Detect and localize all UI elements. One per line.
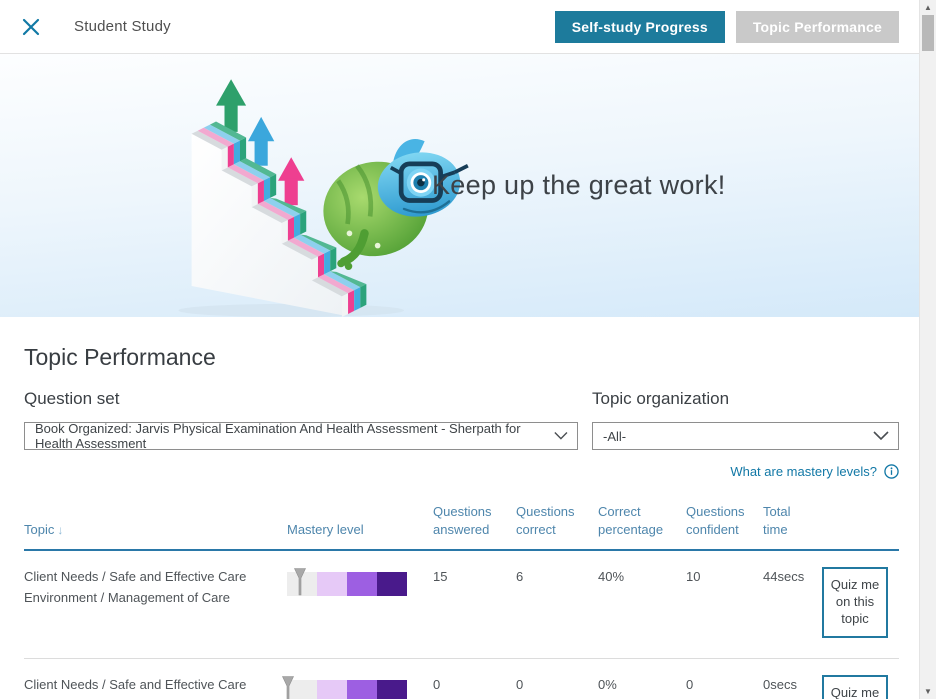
self-study-progress-button[interactable]: Self-study Progress <box>554 10 725 43</box>
quiz-me-button[interactable]: Quiz me on this topic <box>822 674 888 699</box>
questions-answered-value: 15 <box>433 569 448 585</box>
scroll-up-icon[interactable]: ▲ <box>924 3 932 12</box>
topic-performance-table: Topic ↓ Mastery level Questions answered … <box>24 503 899 699</box>
questions-correct-value: 0 <box>516 676 524 692</box>
table-header: Topic ↓ Mastery level Questions answered … <box>24 503 899 552</box>
chameleon <box>323 138 469 257</box>
shadow <box>178 303 404 317</box>
scrollbar-thumb[interactable] <box>922 15 934 51</box>
section-title: Topic Performance <box>24 344 216 370</box>
col-topic[interactable]: Topic ↓ <box>24 521 64 537</box>
quiz-me-button[interactable]: Quiz me on this topic <box>822 567 888 638</box>
topic-organization-label: Topic organization <box>592 389 730 408</box>
col-confident: Questions confident <box>686 504 745 537</box>
banner-message: Keep up the great work! <box>432 170 726 200</box>
mastery-level-bar <box>287 568 407 597</box>
topic-performance-section: Topic Performance Question set Book Orga… <box>0 344 919 699</box>
window-title: Student Study <box>74 18 171 35</box>
topic-name: Client Needs / Safe and Effective Care E… <box>24 569 247 605</box>
progress-stairs-illustration <box>178 79 469 317</box>
staircase <box>191 121 367 317</box>
mastery-pin-icon <box>294 568 307 596</box>
correct-percentage-value: 40% <box>598 569 625 585</box>
question-set-value: Book Organized: Jarvis Physical Examinat… <box>35 421 521 451</box>
info-icon[interactable] <box>884 464 899 479</box>
total-time-value: 44secs <box>763 569 805 585</box>
col-mastery: Mastery level <box>287 521 364 537</box>
topic-name: Client Needs / Safe and Effective Care E… <box>24 676 247 699</box>
chevron-down-icon <box>873 431 889 441</box>
view-toggle: Self-study Progress Topic Performance <box>554 10 899 43</box>
close-icon[interactable] <box>22 17 42 37</box>
chameleon-leg <box>337 229 369 271</box>
chevron-down-icon <box>554 432 568 440</box>
scroll-down-icon[interactable]: ▼ <box>924 687 932 696</box>
topic-organization-select[interactable]: -All- <box>592 422 899 450</box>
col-answered: Questions answered <box>433 504 492 537</box>
questions-answered-value: 0 <box>433 676 441 692</box>
top-bar: Student Study Self-study Progress Topic … <box>0 0 919 54</box>
correct-percentage-value: 0% <box>598 676 617 692</box>
col-time: Total time <box>763 504 791 537</box>
mastery-level-bar <box>282 675 407 699</box>
col-percentage: Correct percentage <box>598 504 664 537</box>
mastery-pin-icon <box>282 675 295 699</box>
vertical-scrollbar[interactable]: ▲ ▼ <box>919 0 936 699</box>
glasses <box>389 161 469 203</box>
mastery-levels-link[interactable]: What are mastery levels? <box>730 464 877 479</box>
topic-performance-button[interactable]: Topic Performance <box>735 10 899 43</box>
questions-confident-value: 0 <box>686 676 694 692</box>
sort-desc-icon: ↓ <box>57 522 64 537</box>
questions-confident-value: 10 <box>686 569 701 585</box>
table-row: Client Needs / Safe and Effective Care E… <box>24 659 899 699</box>
questions-correct-value: 6 <box>516 569 524 585</box>
question-set-label: Question set <box>24 389 120 408</box>
total-time-value: 0secs <box>763 676 797 692</box>
col-correct: Questions correct <box>516 504 575 537</box>
growth-arrows <box>216 79 305 206</box>
encouragement-banner: Keep up the great work! <box>0 54 919 317</box>
filters: Question set Book Organized: Jarvis Phys… <box>24 389 899 451</box>
topic-organization-value: -All- <box>603 428 627 444</box>
table-row: Client Needs / Safe and Effective Care E… <box>24 551 899 659</box>
question-set-select[interactable]: Book Organized: Jarvis Physical Examinat… <box>24 421 578 451</box>
